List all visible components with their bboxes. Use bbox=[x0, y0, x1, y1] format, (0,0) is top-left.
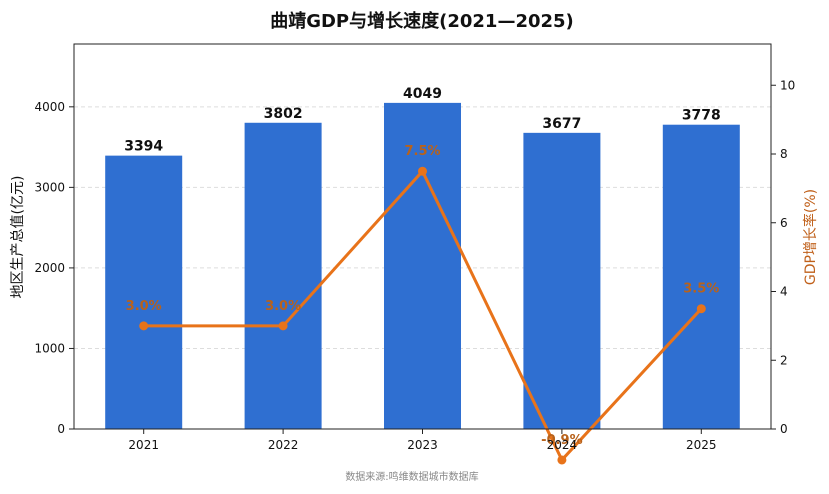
left-axis-ticks: 0 1000 2000 3000 4000 bbox=[34, 100, 74, 436]
x-tick-label: 2024 bbox=[547, 438, 578, 452]
growth-value-labels: 3.0% 3.0% 7.5% -0.9% 3.5% bbox=[126, 144, 720, 448]
growth-point bbox=[139, 321, 149, 331]
bar-value-labels: 3394 3802 4049 3677 3778 bbox=[124, 86, 721, 155]
right-tick-label: 6 bbox=[780, 216, 788, 230]
x-tick-label: 2025 bbox=[686, 438, 717, 452]
bar bbox=[384, 102, 461, 429]
source-note: 数据来源:鸣维数据城市数据库 bbox=[345, 470, 478, 483]
x-tick-label: 2022 bbox=[268, 438, 299, 452]
right-tick-label: 0 bbox=[780, 422, 788, 436]
growth-point bbox=[696, 304, 706, 314]
bar-value-label: 3802 bbox=[264, 106, 303, 122]
growth-value-label: 7.5% bbox=[404, 144, 440, 159]
bar-value-label: 4049 bbox=[403, 86, 442, 102]
growth-point bbox=[557, 455, 567, 465]
growth-value-label: 3.0% bbox=[265, 299, 301, 314]
left-tick-label: 0 bbox=[57, 422, 65, 436]
growth-line-series bbox=[139, 166, 706, 465]
left-axis-label: 地区生产总值(亿元) bbox=[10, 176, 26, 299]
left-tick-label: 1000 bbox=[34, 341, 65, 355]
left-tick-label: 2000 bbox=[34, 261, 65, 275]
growth-point bbox=[278, 321, 288, 331]
bar bbox=[662, 124, 740, 429]
bar-value-label: 3778 bbox=[682, 108, 721, 124]
bar-value-label: 3677 bbox=[542, 116, 581, 132]
chart-title: 曲靖GDP与增长速度(2021—2025) bbox=[270, 10, 574, 32]
right-tick-label: 10 bbox=[780, 78, 795, 92]
growth-value-label: 3.5% bbox=[683, 282, 719, 297]
right-axis-ticks: 0 2 4 6 8 10 bbox=[771, 78, 795, 436]
right-axis-label: GDP增长率(%) bbox=[802, 189, 819, 285]
x-axis-ticks: 2021 2022 2023 2024 2025 bbox=[128, 429, 717, 452]
left-tick-label: 4000 bbox=[34, 100, 65, 114]
bar-value-label: 3394 bbox=[124, 139, 163, 155]
x-tick-label: 2023 bbox=[407, 438, 438, 452]
bar bbox=[244, 122, 322, 429]
bar bbox=[105, 155, 183, 429]
right-tick-label: 2 bbox=[780, 353, 788, 367]
left-tick-label: 3000 bbox=[34, 180, 65, 194]
x-tick-label: 2021 bbox=[128, 438, 159, 452]
growth-value-label: -0.9% bbox=[541, 433, 582, 448]
right-tick-label: 8 bbox=[780, 147, 788, 161]
right-tick-label: 4 bbox=[780, 285, 788, 299]
bar bbox=[523, 132, 601, 429]
growth-value-label: 3.0% bbox=[126, 299, 162, 314]
bar-series bbox=[105, 102, 740, 429]
growth-point bbox=[418, 166, 427, 176]
